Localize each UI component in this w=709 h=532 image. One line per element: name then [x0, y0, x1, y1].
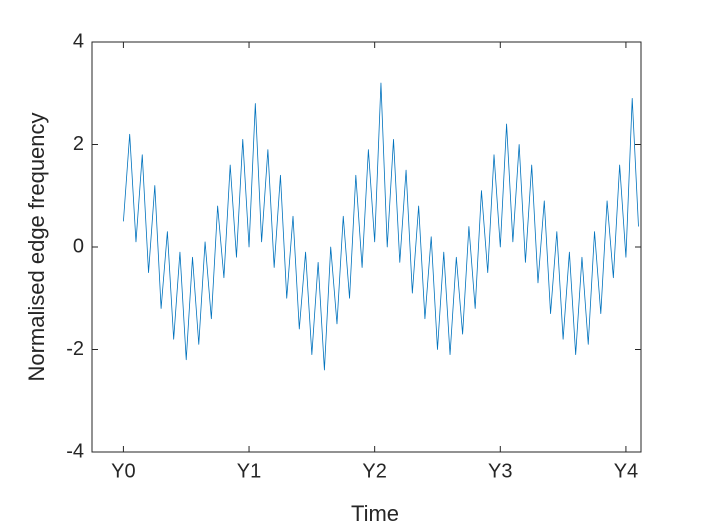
x-tick-label: Y3	[488, 460, 512, 482]
y-tick-label: 0	[73, 235, 84, 257]
data-line	[123, 82, 639, 371]
y-tick-label: 4	[73, 30, 84, 52]
x-tick-label: Y4	[614, 460, 638, 482]
y-tick-label: -2	[66, 338, 84, 360]
x-tick-label: Y1	[237, 460, 261, 482]
y-tick-label: 2	[73, 133, 84, 155]
y-axis-label: Normalised edge frequency	[24, 112, 49, 381]
y-tick-label: -4	[66, 440, 84, 462]
x-tick-label: Y0	[111, 460, 135, 482]
plot-frame	[91, 41, 642, 453]
x-axis-label: Time	[351, 501, 399, 526]
x-tick-label: Y2	[362, 460, 386, 482]
